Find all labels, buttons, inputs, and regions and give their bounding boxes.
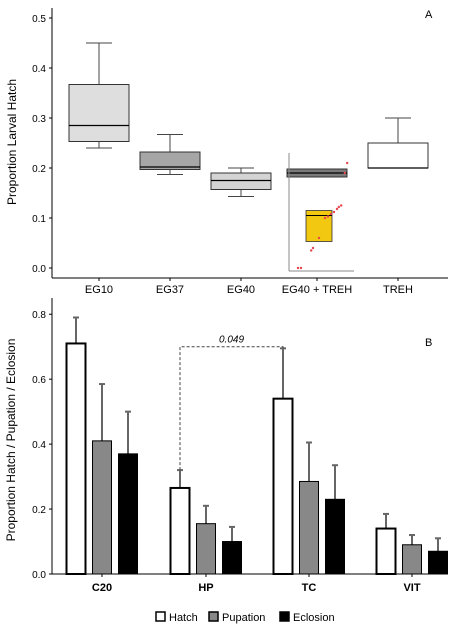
- panel-b-bar-chart: B Proportion Hatch / Pupation / Eclosion…: [4, 298, 448, 624]
- panel-b-x-tick-label: HP: [198, 582, 213, 594]
- panel-a-x-tick-label: EG40 + TREH: [282, 284, 352, 296]
- panel-b-x-tick-label: C20: [92, 582, 112, 594]
- panel-b-y-axis-title: Proportion Hatch / Pupation / Eclosion: [4, 339, 18, 542]
- bar-group-hatch-vit: [375, 512, 397, 576]
- legend-label-eclosion: Eclosion: [293, 612, 335, 624]
- bar-eclosion: [222, 541, 242, 575]
- panel-b-x-tick-label: TC: [302, 582, 317, 594]
- panel-a-y-axis-title: Proportion Larval Hatch: [5, 79, 19, 205]
- panel-a-y-tick-label: 0.4: [32, 64, 46, 75]
- panel-a-y-tick-label: 0.0: [32, 264, 46, 275]
- bar-group-pupation-tc: [299, 441, 319, 575]
- panel-a-x-tick-label: TREH: [383, 284, 413, 296]
- bar-eclosion: [118, 453, 138, 575]
- bar-group-eclosion-hp: [222, 525, 242, 575]
- bar-pupation: [196, 523, 216, 575]
- box-body: [367, 142, 429, 169]
- bar-pupation: [299, 480, 319, 575]
- bar-hatch: [169, 486, 191, 575]
- bar-eclosion: [325, 498, 345, 575]
- box-treh: [367, 117, 429, 169]
- panel-a-x-tick-label: EG40: [227, 284, 255, 296]
- bar-group-eclosion-vit: [428, 537, 448, 575]
- inset-point: [337, 205, 340, 209]
- panel-b-label: B: [425, 337, 432, 349]
- legend-label-hatch: Hatch: [169, 612, 198, 624]
- box-eg40-treh: [286, 168, 348, 178]
- bar-hatch: [272, 397, 294, 575]
- bar-group-eclosion-c20: [118, 410, 138, 575]
- inset-point: [299, 266, 303, 270]
- inset-point: [332, 210, 336, 214]
- box-body: [139, 151, 201, 170]
- bar-pupation: [402, 544, 422, 575]
- panel-a-y-tick-label: 0.3: [32, 114, 46, 125]
- panel-b-y-tick-label: 0.8: [32, 310, 46, 321]
- panel-a-box-plot: A Proportion Larval Hatch 0.0 0.1 0.2 0.3 0.…: [5, 8, 448, 296]
- panel-b-x-tick-label: VIT: [403, 582, 420, 594]
- panel-a-label: A: [425, 9, 433, 21]
- bar-group-hatch-hp: [169, 469, 191, 575]
- box-eg40: [210, 167, 272, 197]
- box-body: [210, 172, 272, 190]
- inset-plot: [288, 153, 354, 272]
- bar-pupation: [92, 440, 112, 575]
- inset-point: [335, 207, 339, 211]
- panel-b-y-tick-label: 0.6: [32, 375, 46, 386]
- panel-a-x-tick-label: EG37: [156, 284, 184, 296]
- panel-a-y-tick-label: 0.2: [32, 164, 46, 175]
- inset-point: [326, 215, 330, 218]
- bar-eclosion: [428, 550, 448, 575]
- bar-group-pupation-c20: [92, 383, 112, 575]
- legend-label-pupation: Pupation: [222, 612, 265, 624]
- box-eg10: [68, 42, 130, 149]
- panel-b-y-tick-label: 0.0: [32, 570, 46, 581]
- inset-point: [323, 216, 327, 220]
- box-eg37: [139, 134, 201, 175]
- significance-p-value: 0.049: [219, 335, 244, 346]
- panel-a-y-tick-label: 0.1: [32, 214, 46, 225]
- inset-point: [296, 266, 300, 270]
- panel-b-y-tick-label: 0.2: [32, 505, 46, 516]
- inset-point: [317, 236, 321, 240]
- inset-point: [346, 161, 349, 165]
- panel-a-x-tick-label: EG10: [85, 284, 113, 296]
- bar-hatch: [65, 342, 87, 576]
- panel-a-y-tick-label: 0.5: [32, 14, 46, 25]
- legend-swatch-eclosion: [279, 611, 290, 622]
- bar-group-eclosion-tc: [325, 464, 345, 575]
- panel-b-y-tick-label: 0.4: [32, 440, 46, 451]
- legend: Hatch Pupation Eclosion: [155, 611, 335, 624]
- bar-hatch: [375, 527, 397, 576]
- box-body: [68, 84, 130, 142]
- legend-swatch-pupation: [208, 611, 219, 622]
- legend-swatch-hatch: [155, 611, 166, 622]
- inset-point: [329, 212, 333, 216]
- significance-bracket: [179, 346, 284, 471]
- inset-point: [311, 246, 315, 250]
- inset-point: [340, 204, 343, 207]
- inset-point: [343, 171, 346, 175]
- bar-group-hatch-c20: [65, 316, 87, 576]
- bar-group-pupation-hp: [196, 504, 216, 575]
- bar-group-hatch-tc: [272, 347, 294, 575]
- inset-point: [310, 249, 313, 252]
- bar-group-pupation-vit: [402, 534, 422, 575]
